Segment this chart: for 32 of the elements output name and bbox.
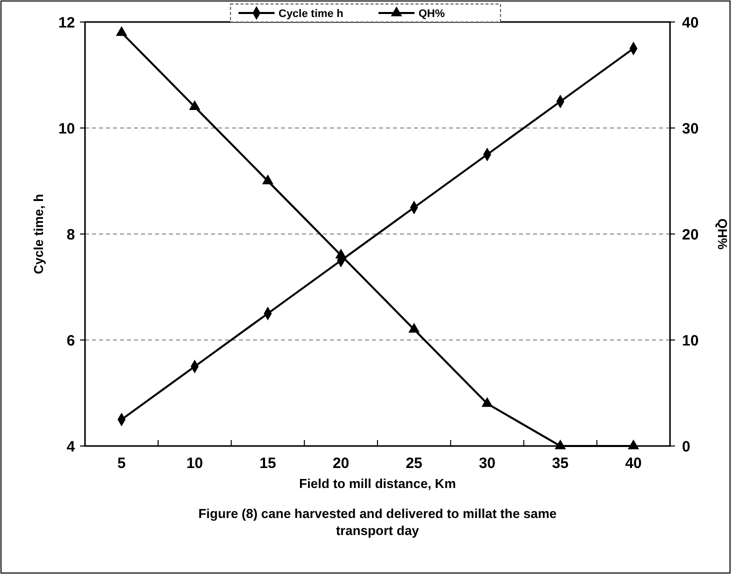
text: Figure (8) cane harvested and delivered to millat the same transport day: [198, 506, 557, 538]
y-tick-label: 12: [58, 14, 75, 32]
y2-tick-label: 40: [682, 14, 699, 32]
x-tick-label: 15: [259, 455, 276, 472]
legend-label: QH%: [418, 8, 445, 20]
y-axis-title: Cycle time, h: [31, 194, 46, 274]
point: [189, 100, 200, 110]
y2-tick-label: 10: [682, 332, 699, 350]
point: [408, 322, 420, 333]
y2-tick-label: 20: [682, 226, 699, 244]
point: [482, 397, 493, 407]
point: [628, 439, 640, 450]
y-tick-label: 4: [66, 438, 76, 456]
x-tick-label: 20: [332, 455, 350, 472]
legend-label: Cycle time h: [278, 8, 344, 20]
y-tick-label: 6: [66, 332, 75, 350]
x-tick-label: 25: [406, 455, 422, 472]
y-tick-label: 8: [66, 226, 75, 244]
x-tick-label: 10: [186, 455, 204, 472]
point: [554, 439, 566, 450]
y2-axis-title: QH%: [715, 218, 730, 250]
point: [116, 26, 128, 36]
y-tick-label: 10: [58, 120, 75, 138]
point: [262, 174, 274, 184]
y2-tick-label: 0: [682, 438, 690, 456]
x-tick-label: 30: [478, 455, 496, 472]
x-tick-label: 35: [552, 455, 569, 472]
y2-tick-label: 30: [682, 120, 699, 138]
x-axis-title: Field to mill distance, Km: [299, 476, 456, 491]
x-tick-label: 5: [117, 455, 126, 472]
x-tick-label: 40: [625, 455, 642, 472]
point: [335, 248, 347, 258]
